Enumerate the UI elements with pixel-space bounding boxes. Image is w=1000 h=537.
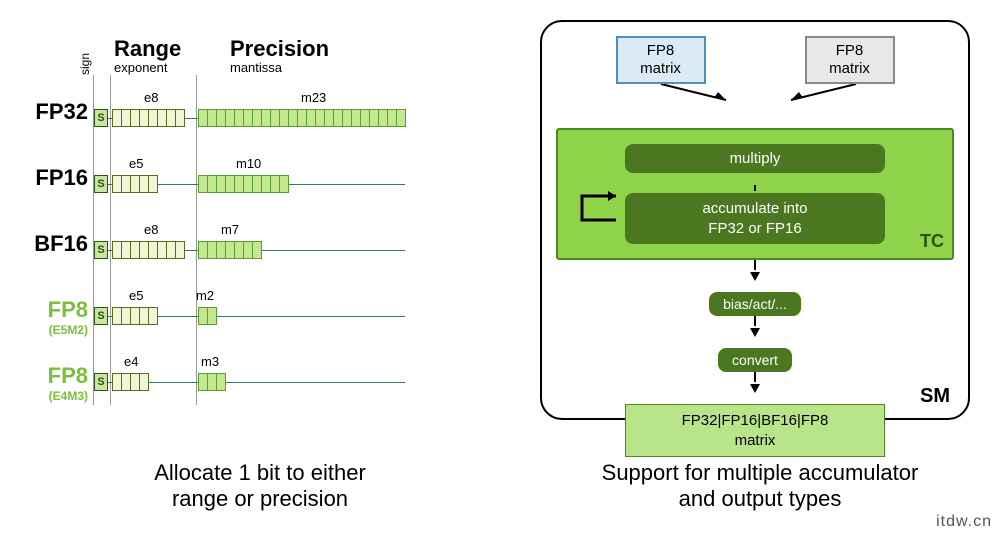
tc-box: multiply accumulate intoFP32 or FP16 TC [556,128,954,260]
format-row-fp32: FP32 Se8 m23 [10,81,495,141]
mantissa-bits [198,241,261,259]
mantissa-bits [198,175,288,193]
format-name: FP8(E4M3) [10,363,88,403]
mantissa-bits [198,109,405,127]
format-name: FP16 [10,165,88,191]
header-sign: sign [78,53,92,75]
format-row-fp8-e5m2: FP8(E5M2) Se5 m2 [10,279,495,339]
mantissa-label: m7 [221,222,239,237]
mantissa-bits [198,373,225,391]
sign-bit: S [94,241,108,259]
accumulate-box: accumulate intoFP32 or FP16 [625,193,885,244]
caption-right: Support for multiple accumulatorand outp… [530,460,990,512]
format-name: FP32 [10,99,88,125]
multiply-box: multiply [625,144,885,173]
input-matrix-b: FP8matrix [805,36,895,84]
column-headers: sign Range exponent Precision mantissa [10,35,495,75]
mantissa-label: m23 [301,90,326,105]
tensor-core-flow: FP8matrix FP8matrix multiply accumulate … [540,20,980,420]
format-row-bf16: BF16 Se8 m7 [10,213,495,273]
sign-bit: S [94,175,108,193]
mantissa-label: m2 [196,288,214,303]
exponent-label: e5 [129,288,143,303]
mantissa-bits [198,307,216,325]
input-arrows [556,84,956,106]
mantissa-label: m3 [201,354,219,369]
sm-box: FP8matrix FP8matrix multiply accumulate … [540,20,970,420]
exponent-bits [112,307,157,325]
format-row-fp16: FP16 Se5 m10 [10,147,495,207]
exponent-bits [112,373,148,391]
exponent-label: e5 [129,156,143,171]
header-range: Range exponent [114,38,181,75]
convert-box: convert [718,348,792,372]
caption-left: Allocate 1 bit to eitherrange or precisi… [60,460,460,512]
format-row-fp8-e4m3: FP8(E4M3) Se4 m3 [10,345,495,405]
sm-label: SM [920,385,950,408]
exponent-label: e4 [124,354,138,369]
exponent-label: e8 [144,222,158,237]
mantissa-label: m10 [236,156,261,171]
format-name: FP8(E5M2) [10,297,88,337]
exponent-bits [112,175,157,193]
exponent-label: e8 [144,90,158,105]
sign-bit: S [94,307,108,325]
watermark: itdw.cn [936,513,992,531]
loop-arrow-icon [574,186,622,230]
input-row: FP8matrix FP8matrix [556,36,954,84]
bit-format-diagram: sign Range exponent Precision mantissa F… [10,35,495,405]
exponent-bits [112,109,184,127]
exponent-bits [112,241,184,259]
sign-bit: S [94,373,108,391]
format-name: BF16 [10,231,88,257]
sign-bit: S [94,109,108,127]
header-precision: Precision mantissa [230,38,329,75]
input-matrix-a: FP8matrix [616,36,706,84]
tc-label: TC [920,231,944,252]
bias-act-box: bias/act/... [709,292,801,316]
output-matrix-box: FP32|FP16|BF16|FP8matrix [625,404,885,457]
